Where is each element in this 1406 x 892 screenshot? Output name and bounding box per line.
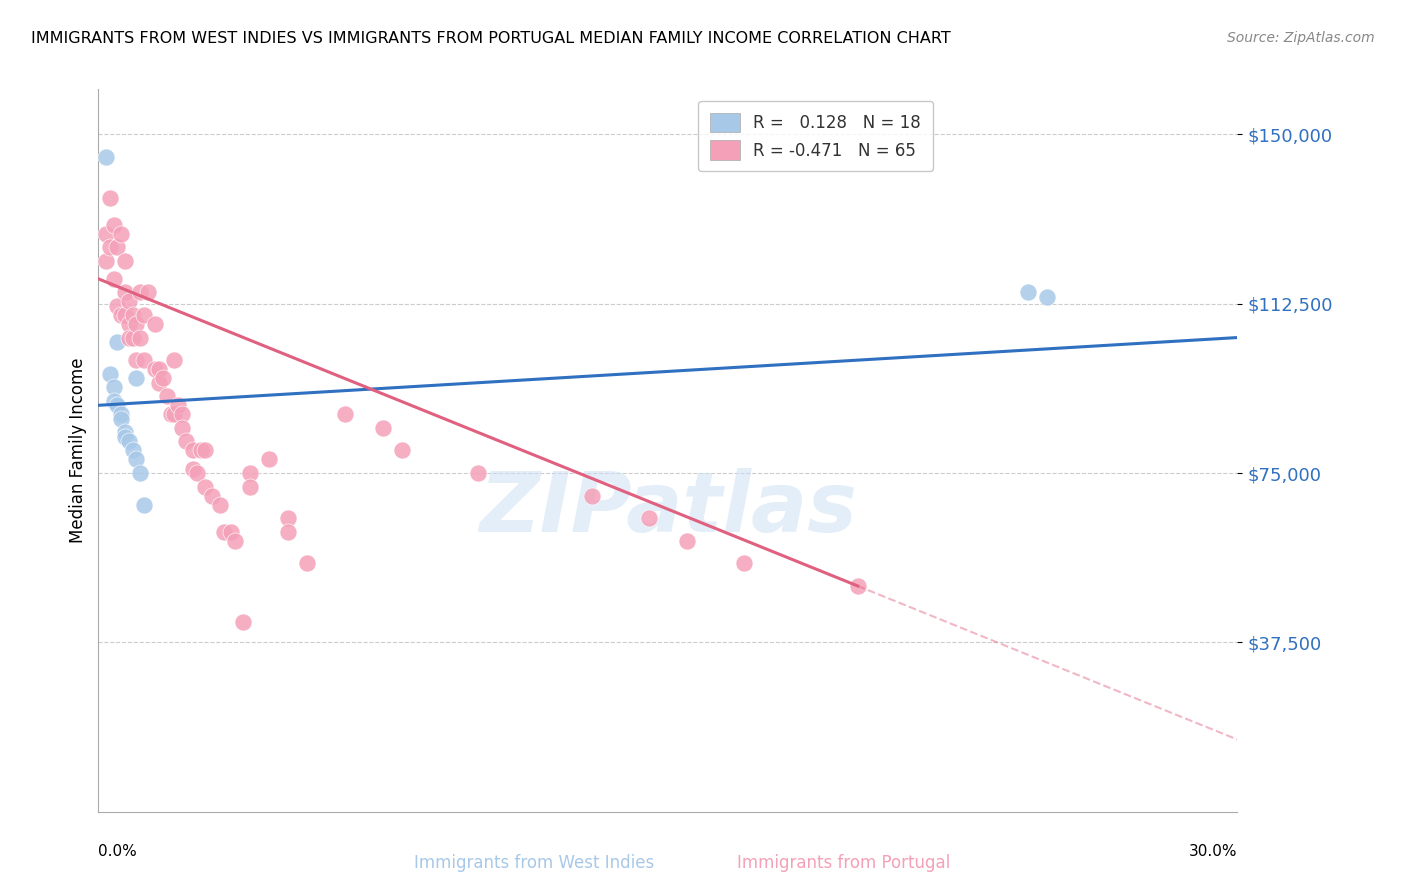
Point bbox=[221, 524, 243, 539]
Point bbox=[676, 533, 699, 548]
Text: 30.0%: 30.0% bbox=[1189, 844, 1237, 859]
Point bbox=[277, 511, 299, 525]
Point bbox=[110, 308, 132, 322]
Point bbox=[114, 308, 136, 322]
Point bbox=[194, 480, 217, 494]
Point bbox=[391, 443, 413, 458]
Point bbox=[110, 412, 132, 426]
Point bbox=[129, 466, 152, 480]
Point bbox=[110, 407, 132, 421]
Point bbox=[107, 299, 129, 313]
Point bbox=[201, 489, 224, 503]
Point bbox=[259, 452, 281, 467]
Point bbox=[581, 489, 603, 503]
Point bbox=[94, 253, 117, 268]
Point bbox=[170, 421, 193, 435]
Point bbox=[103, 272, 125, 286]
Point bbox=[98, 240, 121, 254]
Text: Immigrants from West Indies: Immigrants from West Indies bbox=[415, 855, 654, 872]
Point bbox=[846, 579, 869, 593]
Point bbox=[107, 334, 129, 349]
Point bbox=[107, 398, 129, 412]
Point bbox=[190, 443, 212, 458]
Point bbox=[1036, 290, 1059, 304]
Point bbox=[132, 498, 155, 512]
Point bbox=[1018, 285, 1040, 300]
Point bbox=[163, 353, 186, 368]
Text: IMMIGRANTS FROM WEST INDIES VS IMMIGRANTS FROM PORTUGAL MEDIAN FAMILY INCOME COR: IMMIGRANTS FROM WEST INDIES VS IMMIGRANT… bbox=[31, 31, 950, 46]
Point bbox=[371, 421, 394, 435]
Point bbox=[208, 498, 231, 512]
Point bbox=[239, 466, 262, 480]
Point bbox=[118, 294, 141, 309]
Point bbox=[733, 557, 755, 571]
Point bbox=[114, 285, 136, 300]
Point bbox=[110, 227, 132, 241]
Point bbox=[183, 461, 205, 475]
Point bbox=[638, 511, 661, 525]
Point bbox=[121, 308, 143, 322]
Y-axis label: Median Family Income: Median Family Income bbox=[69, 358, 87, 543]
Point bbox=[145, 362, 167, 376]
Point bbox=[132, 353, 155, 368]
Text: 0.0%: 0.0% bbox=[98, 844, 138, 859]
Point bbox=[121, 443, 143, 458]
Point bbox=[125, 452, 148, 467]
Point bbox=[297, 557, 319, 571]
Point bbox=[159, 407, 181, 421]
Point bbox=[148, 376, 170, 390]
Point bbox=[163, 407, 186, 421]
Point bbox=[148, 362, 170, 376]
Point bbox=[186, 466, 208, 480]
Point bbox=[118, 330, 141, 344]
Point bbox=[98, 191, 121, 205]
Point bbox=[167, 398, 190, 412]
Point bbox=[103, 380, 125, 394]
Text: Immigrants from Portugal: Immigrants from Portugal bbox=[737, 855, 950, 872]
Point bbox=[94, 150, 117, 164]
Point bbox=[103, 218, 125, 232]
Text: ZIPatlas: ZIPatlas bbox=[479, 467, 856, 549]
Point bbox=[136, 285, 159, 300]
Point bbox=[121, 330, 143, 344]
Point bbox=[212, 524, 235, 539]
Legend: R =   0.128   N = 18, R = -0.471   N = 65: R = 0.128 N = 18, R = -0.471 N = 65 bbox=[699, 101, 932, 171]
Point bbox=[94, 227, 117, 241]
Point bbox=[132, 308, 155, 322]
Point bbox=[125, 371, 148, 385]
Point bbox=[125, 353, 148, 368]
Point bbox=[152, 371, 174, 385]
Point bbox=[183, 443, 205, 458]
Point bbox=[107, 240, 129, 254]
Point bbox=[335, 407, 357, 421]
Point bbox=[129, 285, 152, 300]
Point bbox=[118, 317, 141, 331]
Point bbox=[174, 434, 197, 449]
Point bbox=[194, 443, 217, 458]
Point bbox=[277, 524, 299, 539]
Point bbox=[467, 466, 489, 480]
Point bbox=[114, 430, 136, 444]
Point bbox=[125, 317, 148, 331]
Point bbox=[129, 330, 152, 344]
Point bbox=[239, 480, 262, 494]
Point bbox=[232, 615, 254, 629]
Text: Source: ZipAtlas.com: Source: ZipAtlas.com bbox=[1227, 31, 1375, 45]
Point bbox=[98, 367, 121, 381]
Point bbox=[156, 389, 179, 403]
Point bbox=[118, 434, 141, 449]
Point bbox=[114, 425, 136, 440]
Point bbox=[114, 253, 136, 268]
Point bbox=[224, 533, 246, 548]
Point bbox=[145, 317, 167, 331]
Point bbox=[170, 407, 193, 421]
Point bbox=[103, 393, 125, 408]
